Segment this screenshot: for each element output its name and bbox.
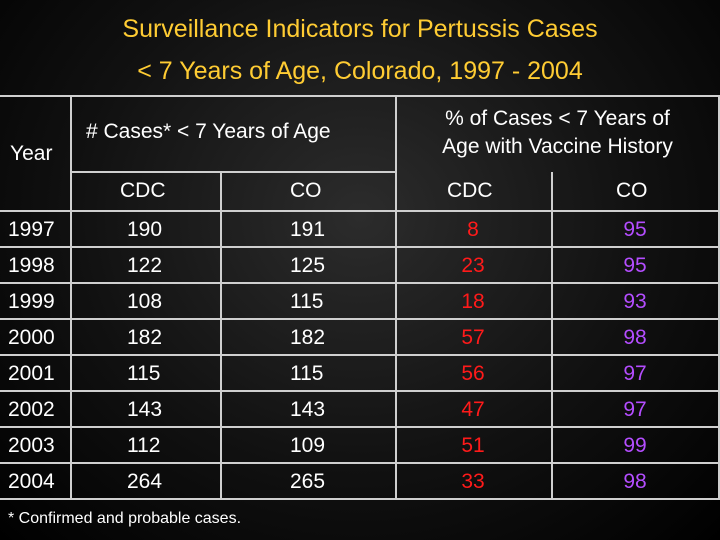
year-cell: 2003 <box>8 434 55 457</box>
cases-cdc-cell: 182 <box>127 326 163 349</box>
cases-cdc-cell: 190 <box>127 218 163 241</box>
year-cell: 1999 <box>8 290 55 313</box>
cases-co-cell: 115 <box>290 290 324 313</box>
pct-cdc-cell: 8 <box>467 218 479 241</box>
table-border-right <box>718 95 720 500</box>
vaccine-group-header-line-2: Age with Vaccine History <box>442 135 673 158</box>
cases-cdc-cell: 108 <box>127 290 163 313</box>
pct-cdc-cell: 18 <box>461 290 485 313</box>
table-rule <box>0 354 720 356</box>
pct-cdc-cell: 56 <box>461 362 485 385</box>
table-rule <box>0 318 720 320</box>
cases-co-cell: 191 <box>290 218 326 241</box>
pct-cdc-cell: 57 <box>461 326 485 349</box>
pct-cdc-cell: 47 <box>461 398 485 421</box>
pct-cdc-cell: 51 <box>461 434 485 457</box>
table-rule <box>0 246 720 248</box>
table-col-rule <box>395 95 397 500</box>
pct-co-cell: 95 <box>623 218 647 241</box>
cases-co-cell: 125 <box>290 254 326 277</box>
table-rule <box>0 390 720 392</box>
pct-co-cell: 97 <box>623 398 647 421</box>
table-col-rule <box>551 172 553 500</box>
table-rule <box>0 210 720 212</box>
slide-title: Surveillance Indicators for Pertussis Ca… <box>0 8 720 94</box>
pct-co-cell: 98 <box>623 326 647 349</box>
table-rule <box>0 462 720 464</box>
cases-co-cell: 182 <box>290 326 326 349</box>
pct-co-cell: 97 <box>623 362 647 385</box>
table-col-rule <box>70 95 72 500</box>
pct-co-cell: 98 <box>623 470 647 493</box>
cases-cdc-cell: 112 <box>127 434 161 457</box>
table-rule <box>70 171 395 173</box>
cases-co-cell: 115 <box>290 362 324 385</box>
year-cell: 2002 <box>8 398 55 421</box>
year-cell: 1998 <box>8 254 55 277</box>
year-cell: 2000 <box>8 326 55 349</box>
pct-co-cell: 93 <box>623 290 647 313</box>
table-rule <box>0 282 720 284</box>
cases-co-cell: 265 <box>290 470 326 493</box>
cases-group-header: # Cases* < 7 Years of Age <box>86 120 331 143</box>
cases-cdc-cell: 143 <box>127 398 163 421</box>
cases-co-cell: 143 <box>290 398 326 421</box>
title-line-1: Surveillance Indicators for Pertussis Ca… <box>122 15 598 43</box>
pct-co-cell: 99 <box>623 434 647 457</box>
title-line-2: < 7 Years of Age, Colorado, 1997 - 2004 <box>137 57 583 85</box>
year-header: Year <box>10 142 53 165</box>
footnote: * Confirmed and probable cases. <box>8 510 242 527</box>
year-cell: 2004 <box>8 470 55 493</box>
table-border-top <box>0 95 720 97</box>
cases-cdc-cell: 264 <box>127 470 163 493</box>
table-border-bottom <box>0 498 720 500</box>
cases-cdc-cell: 115 <box>127 362 161 385</box>
year-cell: 1997 <box>8 218 55 241</box>
sub-header-pct-co: CO <box>616 179 648 202</box>
sub-header-pct-cdc: CDC <box>447 179 493 202</box>
pct-cdc-cell: 33 <box>461 470 485 493</box>
table-col-rule <box>220 172 222 500</box>
sub-header-cases-cdc: CDC <box>120 179 166 202</box>
pct-co-cell: 95 <box>623 254 647 277</box>
cases-co-cell: 109 <box>290 434 326 457</box>
year-cell: 2001 <box>8 362 55 385</box>
cases-cdc-cell: 122 <box>127 254 163 277</box>
pct-cdc-cell: 23 <box>461 254 485 277</box>
table-rule <box>0 426 720 428</box>
vaccine-group-header-line-1: % of Cases < 7 Years of <box>445 107 670 130</box>
sub-header-cases-co: CO <box>290 179 322 202</box>
